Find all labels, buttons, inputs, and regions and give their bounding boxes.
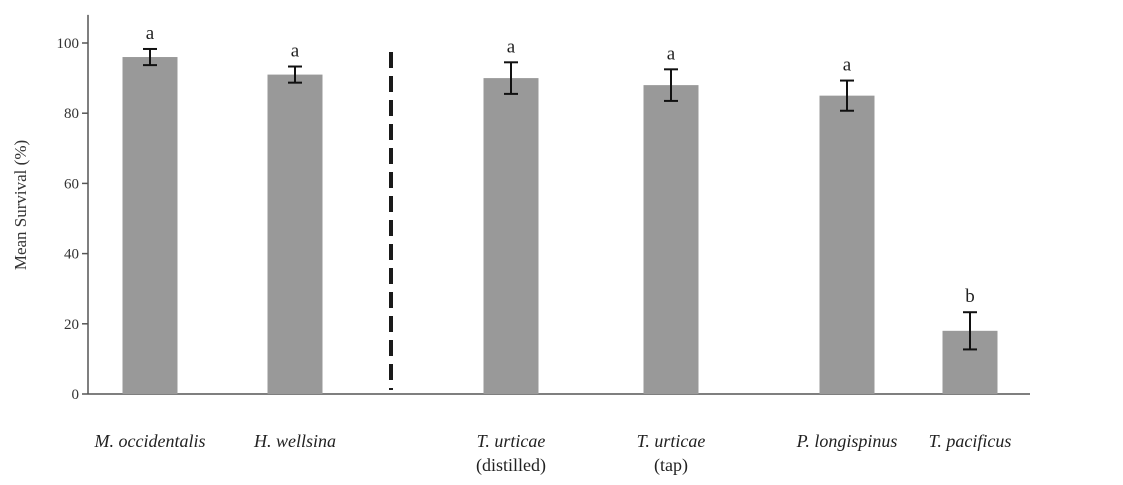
x-category-label: H. wellsina	[253, 431, 336, 451]
x-category-label: M. occidentalis	[94, 431, 206, 451]
y-tick-label: 100	[57, 36, 80, 52]
x-category-label: P. longispinus	[796, 431, 898, 451]
x-category-label: T. urticae	[637, 431, 706, 451]
error-bar	[143, 47, 157, 67]
significance-letter: b	[965, 286, 975, 307]
error-bar	[664, 68, 678, 102]
y-tick-label: 20	[64, 317, 79, 333]
error-bar	[963, 311, 977, 351]
x-category-label: T. urticae	[477, 431, 546, 451]
x-category-sublabel: (distilled)	[476, 455, 546, 476]
x-category-sublabel: (tap)	[654, 455, 688, 476]
y-tick-label: 40	[64, 247, 79, 263]
significance-letter: a	[146, 23, 155, 44]
error-bar	[504, 61, 518, 95]
y-axis-title: Mean Survival (%)	[11, 140, 30, 270]
y-tick-label: 60	[64, 176, 79, 192]
bars: a a a a a b	[122, 23, 998, 395]
significance-letter: a	[843, 55, 852, 76]
y-tick-label: 80	[64, 106, 79, 122]
bar	[819, 95, 875, 395]
error-bar	[840, 79, 854, 112]
bar	[643, 85, 699, 395]
y-tick-label: 0	[72, 387, 80, 403]
significance-letter: a	[667, 43, 676, 64]
bar	[483, 78, 539, 394]
bar	[122, 57, 178, 394]
error-bar	[288, 65, 302, 84]
significance-letter: a	[291, 41, 300, 62]
x-axis-labels: M. occidentalis H. wellsina T. urticae (dis…	[94, 431, 1012, 476]
bar	[267, 74, 323, 394]
significance-letter: a	[507, 36, 516, 57]
x-category-label: T. pacificus	[929, 431, 1012, 451]
y-axis: 0 20 40 60 80 100	[57, 14, 1030, 403]
